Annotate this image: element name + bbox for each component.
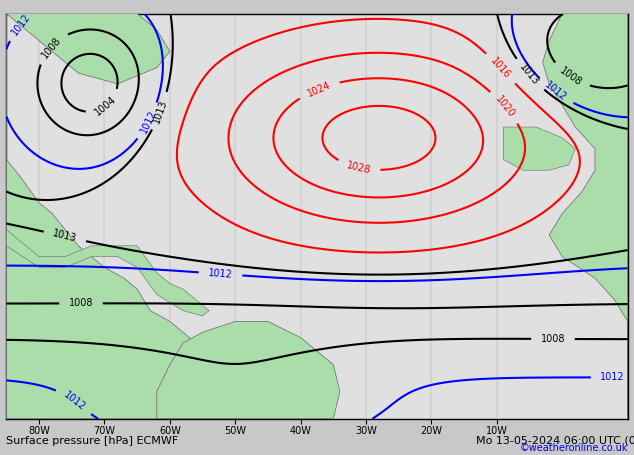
Text: 1020: 1020 [493,94,517,120]
Text: 1012: 1012 [10,11,33,37]
Text: 1008: 1008 [68,298,93,308]
Polygon shape [6,14,235,419]
Polygon shape [6,230,209,316]
Text: 1012: 1012 [61,390,87,413]
Text: 1012: 1012 [543,80,568,103]
Text: 1013: 1013 [52,229,78,244]
Text: 1012: 1012 [600,372,625,382]
Text: Mo 13-05-2024 06:00 UTC (00+150): Mo 13-05-2024 06:00 UTC (00+150) [476,436,634,446]
Polygon shape [6,14,170,84]
Text: 1012: 1012 [208,268,233,280]
Text: 1013: 1013 [518,62,541,88]
Text: 1008: 1008 [541,334,566,344]
Text: Surface pressure [hPa] ECMWF: Surface pressure [hPa] ECMWF [6,436,179,446]
Text: ©weatheronline.co.uk: ©weatheronline.co.uk [519,443,628,453]
Polygon shape [543,14,628,419]
Polygon shape [157,321,340,419]
Polygon shape [503,127,575,170]
Text: 1028: 1028 [346,160,372,176]
Text: 1016: 1016 [489,56,512,81]
Text: 1004: 1004 [93,94,119,117]
Text: 1024: 1024 [306,79,332,98]
Text: 1008: 1008 [557,66,583,88]
Text: 1012: 1012 [139,108,158,135]
Text: 1008: 1008 [39,35,63,60]
Text: 1013: 1013 [152,98,169,124]
